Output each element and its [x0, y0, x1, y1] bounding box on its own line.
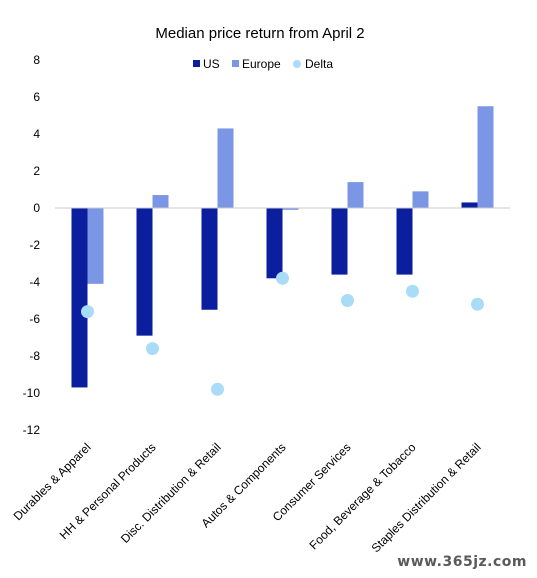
delta-marker — [406, 284, 419, 298]
y-tick-label: -12 — [23, 423, 41, 437]
watermark: www.365jz.com — [397, 554, 527, 570]
delta-marker — [146, 342, 159, 356]
y-tick-label: 6 — [33, 90, 40, 104]
bar-us — [266, 208, 283, 279]
x-tick-label: Food, Beverage & Tobacco — [307, 440, 419, 552]
legend-swatch-us — [193, 60, 200, 67]
delta-marker — [81, 305, 94, 319]
y-tick-label: 4 — [33, 127, 40, 141]
delta-markers — [81, 271, 484, 396]
bar-europe — [347, 182, 364, 208]
x-tick-label: Staples Distribution & Retail — [369, 440, 484, 555]
y-tick-label: -8 — [29, 349, 40, 363]
bar-us — [396, 208, 413, 275]
chart-title: Median price return from April 2 — [155, 25, 364, 42]
legend-marker-delta — [293, 60, 301, 68]
bar-europe — [217, 128, 234, 208]
bar-europe — [87, 208, 104, 284]
bar-us — [71, 208, 88, 388]
y-tick-label: 8 — [33, 53, 40, 67]
bar-europe — [282, 208, 299, 210]
plot-area — [71, 106, 494, 388]
y-axis: 8 6 4 2 0 -2 -4 -6 -8 -10 -12 — [23, 53, 41, 437]
legend-swatch-europe — [232, 60, 239, 67]
y-tick-label: -4 — [29, 275, 40, 289]
bar-europe — [412, 191, 429, 208]
bar-europe — [477, 106, 494, 208]
y-tick-label: 2 — [33, 164, 40, 178]
bar-us — [201, 208, 218, 310]
bar-us — [331, 208, 348, 275]
legend-label-us: US — [203, 57, 220, 71]
y-tick-label: -10 — [23, 386, 41, 400]
legend-label-delta: Delta — [305, 57, 333, 71]
y-tick-label: 0 — [33, 201, 40, 215]
delta-marker — [341, 294, 354, 307]
y-tick-label: -6 — [29, 312, 40, 326]
bar-us — [461, 202, 478, 208]
bar-europe — [152, 195, 169, 208]
bar-us — [136, 208, 153, 336]
delta-marker — [276, 271, 289, 285]
y-tick-label: -2 — [29, 238, 40, 252]
legend-label-europe: Europe — [242, 57, 281, 71]
delta-marker — [211, 382, 224, 396]
legend: US Europe Delta — [193, 57, 333, 71]
delta-marker — [471, 297, 484, 311]
